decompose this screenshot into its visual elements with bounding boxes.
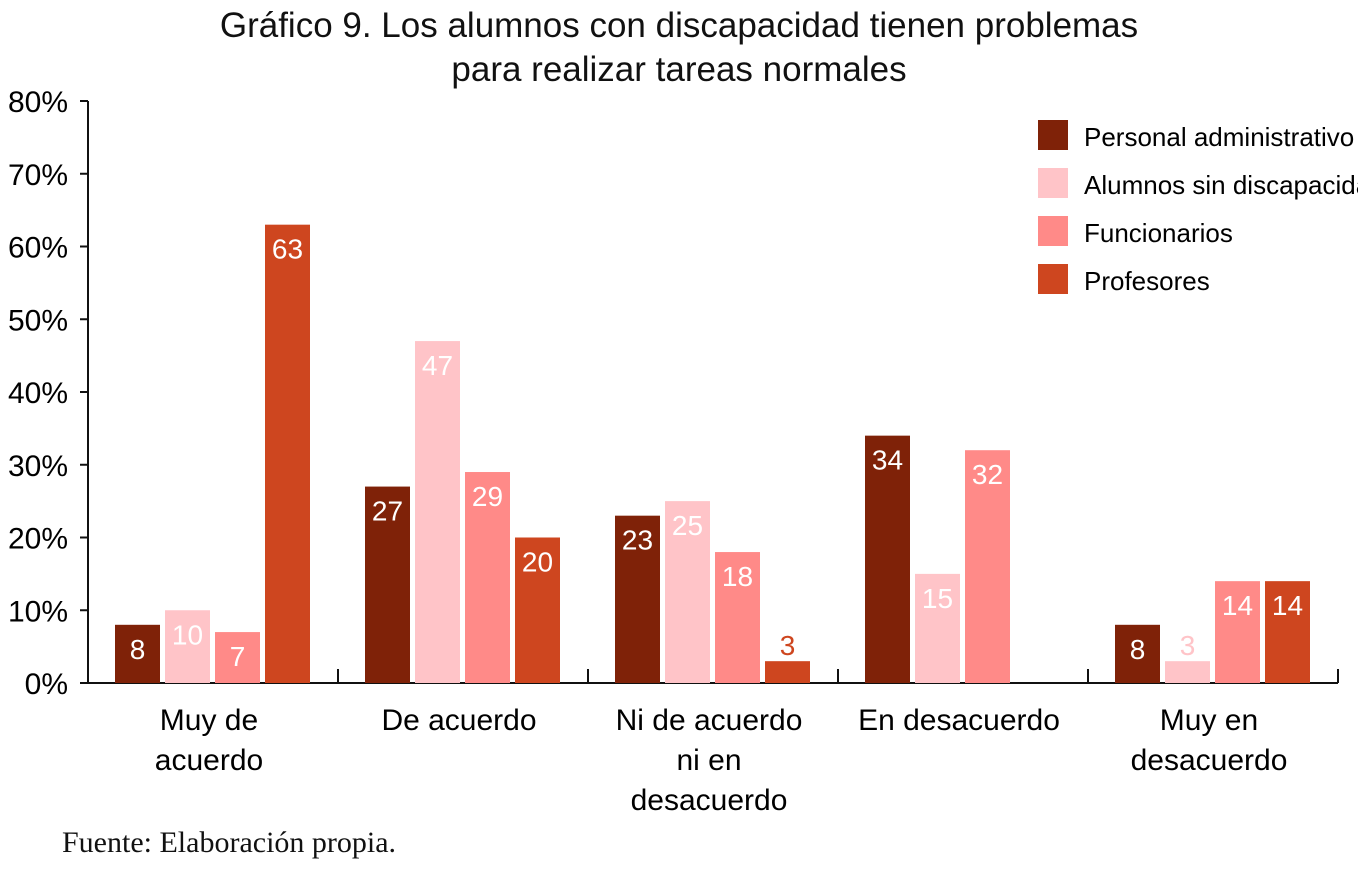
data-label: 27: [372, 496, 403, 527]
legend-label: Personal administrativo: [1084, 122, 1354, 152]
bar: [1115, 624, 1160, 683]
data-label: 20: [522, 547, 553, 578]
x-tick-label: Muy de: [160, 704, 258, 737]
data-label: 29: [472, 481, 503, 512]
x-tick-label: acuerdo: [155, 744, 263, 777]
bar: [1265, 581, 1310, 683]
y-tick-label: 30%: [8, 450, 68, 483]
y-tick-label: 70%: [8, 159, 68, 192]
y-tick-label: 50%: [8, 304, 68, 337]
data-label: 14: [1272, 590, 1303, 621]
legend-label: Profesores: [1084, 266, 1210, 296]
data-label: 47: [422, 350, 453, 381]
data-label: 15: [922, 583, 953, 614]
data-label: 8: [1130, 634, 1146, 665]
y-tick-label: 0%: [25, 668, 68, 701]
legend-label: Funcionarios: [1084, 218, 1233, 248]
bar: [415, 341, 460, 683]
data-label: 8: [130, 634, 146, 665]
bar: [865, 435, 910, 683]
legend-label: Alumnos sin discapacidad: [1084, 170, 1358, 200]
bar: [765, 661, 810, 683]
bar: [115, 624, 160, 683]
y-tick-label: 10%: [8, 595, 68, 628]
data-label: 14: [1222, 590, 1253, 621]
bar: [1215, 581, 1260, 683]
bar: [665, 501, 710, 683]
legend-swatch: [1038, 168, 1068, 198]
data-label: 10: [172, 619, 203, 650]
x-tick-label: Ni de acuerdo: [616, 704, 803, 737]
chart-title: Gráfico 9. Los alumnos con discapacidad …: [0, 4, 1358, 92]
data-label: 3: [780, 630, 796, 661]
data-label: 25: [672, 510, 703, 541]
bar: [915, 573, 960, 683]
bar: [615, 515, 660, 683]
data-label: 34: [872, 445, 903, 476]
data-label: 63: [272, 234, 303, 265]
x-tick-label: Muy en: [1160, 704, 1258, 737]
data-label: 18: [722, 561, 753, 592]
data-label: 7: [230, 641, 246, 672]
x-tick-label: De acuerdo: [381, 704, 536, 737]
y-tick-label: 60%: [8, 232, 68, 265]
x-tick-label: desacuerdo: [1131, 744, 1288, 777]
x-tick-label: En desacuerdo: [858, 704, 1060, 737]
bar: [165, 610, 210, 683]
source-note: Fuente: Elaboración propia.: [62, 826, 397, 859]
bar: [965, 450, 1010, 683]
y-tick-label: 80%: [8, 86, 68, 119]
legend-swatch: [1038, 120, 1068, 150]
bar: [515, 537, 560, 683]
bar: [715, 552, 760, 683]
chart-title-line2: para realizar tareas normales: [451, 50, 907, 89]
data-label: 3: [1180, 630, 1196, 661]
bar: [365, 486, 410, 683]
y-tick-label: 20%: [8, 523, 68, 556]
bar: [265, 224, 310, 684]
bar: [465, 472, 510, 683]
x-tick-label: desacuerdo: [631, 784, 788, 817]
legend-swatch: [1038, 216, 1068, 246]
legend-swatch: [1038, 264, 1068, 294]
data-label: 32: [972, 459, 1003, 490]
y-tick-label: 40%: [8, 377, 68, 410]
bar: [1165, 661, 1210, 683]
chart-title-line1: Gráfico 9. Los alumnos con discapacidad …: [219, 6, 1139, 45]
data-label: 23: [622, 525, 653, 556]
x-tick-label: ni en: [676, 744, 741, 777]
bar: [215, 632, 260, 683]
